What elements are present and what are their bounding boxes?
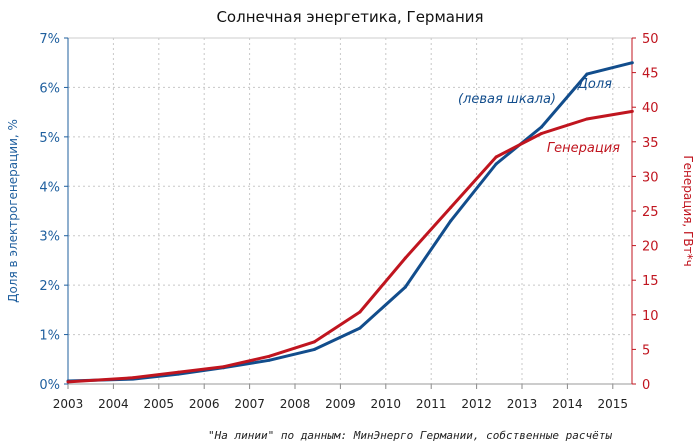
data-point-share bbox=[540, 125, 544, 129]
y-right-tick-label: 10 bbox=[642, 309, 659, 324]
annotation-generation: Генерация bbox=[547, 141, 620, 156]
data-point-share bbox=[585, 72, 589, 76]
x-tick-label: 2009 bbox=[325, 397, 356, 411]
data-point-share bbox=[313, 347, 317, 351]
x-tick-label: 2003 bbox=[53, 397, 84, 411]
data-point-share bbox=[630, 61, 634, 65]
data-point-generation bbox=[540, 131, 544, 135]
y-right-tick-label: 30 bbox=[642, 170, 659, 185]
x-tick-label: 2008 bbox=[280, 397, 311, 411]
y-right-tick-label: 15 bbox=[642, 274, 659, 289]
annotation-share: Доля bbox=[577, 77, 612, 92]
source-note: "На линии" по данным: МинЭнерго Германии… bbox=[208, 429, 612, 442]
x-tick-label: 2012 bbox=[461, 397, 492, 411]
y-right-tick-label: 20 bbox=[642, 240, 659, 255]
y-left-tick-label: 4% bbox=[39, 180, 60, 195]
data-point-share bbox=[494, 162, 498, 166]
x-tick-label: 2007 bbox=[234, 397, 265, 411]
x-tick-label: 2013 bbox=[507, 397, 538, 411]
data-point-generation bbox=[403, 256, 407, 260]
data-point-generation bbox=[494, 155, 498, 159]
chart-title: Солнечная энергетика, Германия bbox=[216, 8, 483, 26]
data-point-generation bbox=[358, 310, 362, 314]
y-left-tick-label: 6% bbox=[39, 81, 60, 96]
y-left-tick-label: 0% bbox=[39, 378, 60, 393]
y-right-tick-label: 0 bbox=[642, 378, 650, 393]
data-point-generation bbox=[313, 340, 317, 344]
x-tick-label: 2004 bbox=[98, 397, 129, 411]
data-point-generation bbox=[267, 354, 271, 358]
y-axis-left-label: Доля в электрогенерации, % bbox=[6, 119, 20, 303]
data-point-share bbox=[449, 219, 453, 223]
data-point-generation bbox=[449, 206, 453, 210]
y-right-tick-label: 45 bbox=[642, 67, 659, 82]
data-point-share bbox=[403, 285, 407, 289]
annotation-share-scale: (левая шкала) bbox=[458, 92, 556, 107]
y-left-tick-label: 1% bbox=[39, 329, 60, 344]
x-tick-label: 2014 bbox=[552, 397, 583, 411]
x-tick-label: 2006 bbox=[189, 397, 220, 411]
data-point-generation bbox=[222, 365, 226, 369]
y-right-tick-label: 25 bbox=[642, 205, 659, 220]
data-point-generation bbox=[176, 370, 180, 374]
x-tick-label: 2015 bbox=[598, 397, 629, 411]
y-right-tick-label: 40 bbox=[642, 101, 659, 116]
y-axis-right-label: Генерация, ГВт*ч bbox=[681, 155, 695, 266]
x-tick-label: 2011 bbox=[416, 397, 447, 411]
y-left-tick-label: 3% bbox=[39, 230, 60, 245]
x-tick-label: 2010 bbox=[371, 397, 402, 411]
data-point-generation bbox=[66, 380, 70, 384]
y-left-tick-label: 7% bbox=[39, 32, 60, 47]
data-point-share bbox=[358, 326, 362, 330]
y-right-tick-label: 35 bbox=[642, 136, 659, 151]
y-right-tick-label: 5 bbox=[642, 343, 650, 358]
data-point-generation bbox=[131, 376, 135, 380]
x-tick-label: 2005 bbox=[144, 397, 175, 411]
series-line-share bbox=[67, 61, 633, 383]
data-point-generation bbox=[585, 117, 589, 121]
y-right-tick-label: 50 bbox=[642, 32, 659, 47]
y-left-tick-label: 2% bbox=[39, 279, 60, 294]
y-left-tick-label: 5% bbox=[39, 131, 60, 146]
data-point-generation bbox=[630, 109, 634, 113]
data-point-share bbox=[267, 358, 271, 362]
